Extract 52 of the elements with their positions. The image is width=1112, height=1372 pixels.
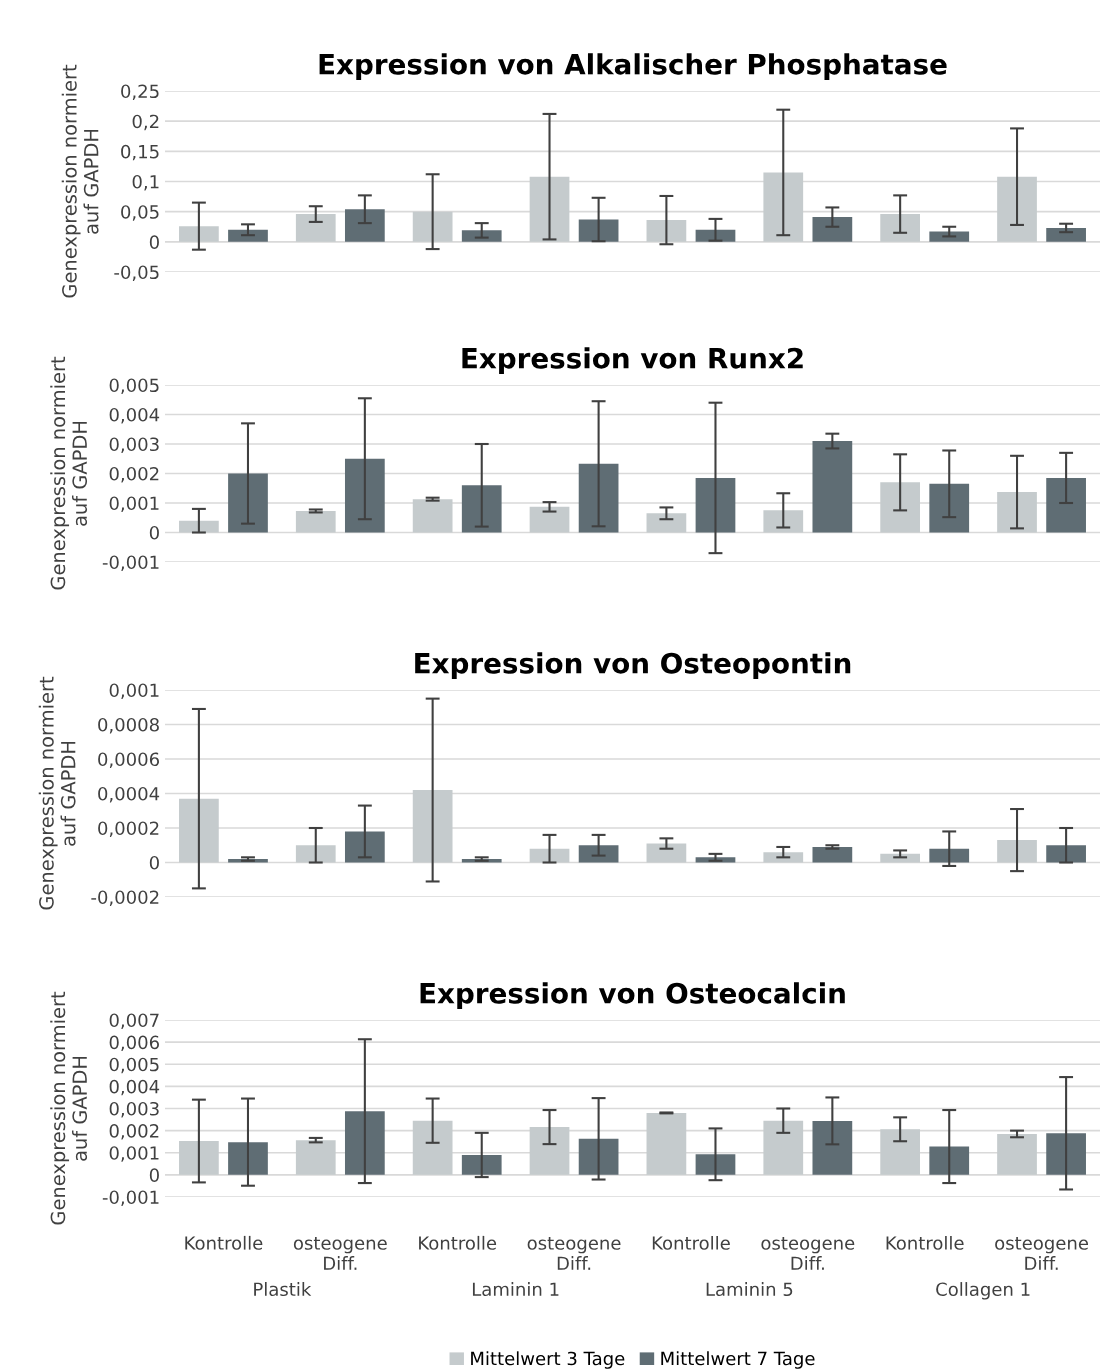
y-tick-label: -0,001 xyxy=(102,555,159,571)
chart-title: Expression von Osteopontin xyxy=(415,652,851,680)
y-tick-label: 0,0002 xyxy=(98,821,159,837)
x-tick-label: Kontrolle xyxy=(419,1235,497,1250)
x-tick-label: Kontrolle xyxy=(886,1235,964,1250)
y-tick-label: 0 xyxy=(149,1168,159,1182)
y-tick-label: 0,002 xyxy=(109,466,159,483)
y-tick-label: -0,05 xyxy=(114,265,159,281)
y-tick-label: 0,004 xyxy=(109,1079,160,1096)
y-tick-label: 0,25 xyxy=(121,84,159,100)
y-tick-label: 0 xyxy=(149,525,159,540)
y-axis-title: Genexpression normiert auf GAPDH xyxy=(61,64,99,298)
y-tick-label: 0,001 xyxy=(109,683,159,699)
y-tick-label: 0,004 xyxy=(109,407,160,424)
y-axis-title: Genexpression normiert auf GAPDH xyxy=(38,676,76,910)
y-tick-label: 0,1 xyxy=(132,174,159,191)
y-tick-label: 0,0004 xyxy=(98,786,160,803)
y-tick-label: 0 xyxy=(149,235,159,249)
chart-title: Expression von Alkalischer Phosphatase xyxy=(319,53,947,81)
chart-title: Expression von Runx2 xyxy=(462,347,803,375)
legend-label: Mittelwert 7 Tage xyxy=(661,1351,815,1369)
x-tick-label: osteogene Diff. xyxy=(527,1236,621,1270)
text: Laminin 5 xyxy=(706,1282,793,1297)
x-tick-label: Kontrolle xyxy=(652,1235,730,1250)
y-tick-label: 0 xyxy=(149,855,159,870)
y-tick-label: 0,005 xyxy=(109,1057,159,1074)
y-tick-label: 0,0008 xyxy=(98,717,159,734)
y-tick-label: 0,006 xyxy=(109,1035,159,1052)
y-tick-label: 0,001 xyxy=(109,1146,159,1162)
y-tick-label: 0,05 xyxy=(121,205,159,221)
text: Plastik xyxy=(254,1282,312,1297)
y-tick-label: 0,002 xyxy=(109,1124,159,1140)
y-tick-label: 0,2 xyxy=(132,114,159,131)
legend-label: Mittelwert 3 Tage xyxy=(471,1351,625,1369)
y-axis-title: Genexpression normiert auf GAPDH xyxy=(50,991,88,1225)
y-tick-label: -0,001 xyxy=(102,1190,159,1206)
chart-title: Expression von Osteocalcin xyxy=(420,982,845,1010)
x-tick-label: osteogene Diff. xyxy=(995,1236,1088,1270)
text: Laminin 1 xyxy=(472,1282,559,1297)
y-tick-label: 0,15 xyxy=(121,144,159,161)
y-tick-label: -0,0002 xyxy=(91,890,159,906)
x-tick-label: osteogene Diff. xyxy=(761,1236,855,1270)
y-axis-title: Genexpression normiert auf GAPDH xyxy=(50,356,88,590)
y-tick-label: 0,003 xyxy=(109,1101,159,1118)
y-tick-label: 0,0006 xyxy=(98,752,159,768)
y-tick-label: 0,001 xyxy=(109,496,159,512)
y-tick-label: 0,007 xyxy=(109,1013,159,1029)
y-tick-label: 0,003 xyxy=(109,437,159,453)
x-tick-label: Kontrolle xyxy=(185,1235,263,1250)
text: Collagen 1 xyxy=(936,1282,1030,1300)
x-tick-label: osteogene Diff. xyxy=(293,1236,387,1270)
y-tick-label: 0,005 xyxy=(109,378,159,394)
